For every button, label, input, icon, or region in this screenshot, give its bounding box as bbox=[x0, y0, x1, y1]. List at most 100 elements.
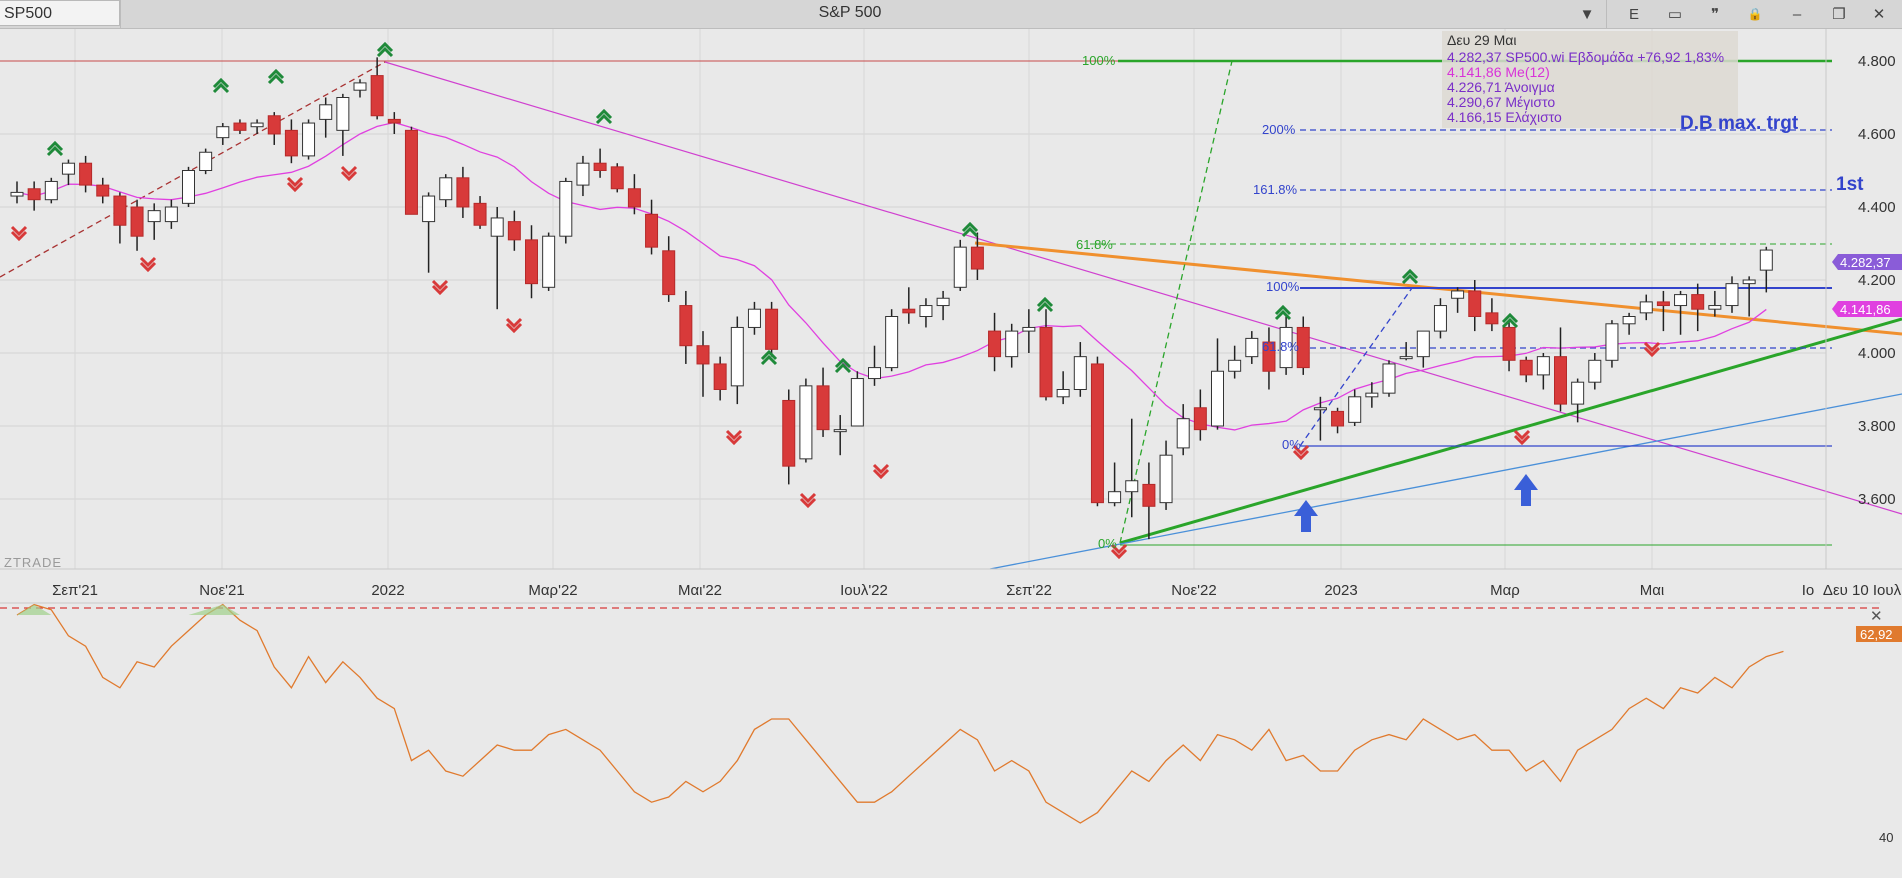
time-tick-label: Ιουλ'22 bbox=[840, 582, 888, 599]
fib-618-label: 61.8% bbox=[1262, 339, 1299, 354]
rsi-value: 62,92 bbox=[1860, 627, 1893, 642]
candle-body bbox=[250, 122, 264, 128]
quote-button[interactable]: ❞ bbox=[1698, 0, 1732, 28]
time-tick-label: Μαι bbox=[1640, 582, 1665, 599]
price-axis[interactable]: 4.800 4.600 4.400 4.200 4.000 3.800 3.600 bbox=[1825, 29, 1896, 569]
buy-signal-icon bbox=[376, 41, 394, 58]
candle-body bbox=[576, 162, 590, 186]
candle-body bbox=[473, 202, 487, 226]
candle-body bbox=[747, 308, 761, 328]
time-tick-label: Σεπ'22 bbox=[1006, 582, 1052, 599]
candle-body bbox=[988, 330, 1002, 358]
lock-icon: 🔒 bbox=[1747, 7, 1763, 21]
rsi-pane[interactable] bbox=[0, 603, 1880, 824]
price-tick-label: 4.600 bbox=[1858, 126, 1896, 143]
candle-body bbox=[885, 316, 899, 369]
candle-body bbox=[216, 126, 230, 139]
candle-body bbox=[919, 305, 933, 317]
candle-body bbox=[182, 170, 195, 204]
fib-upper-100-label: 100% bbox=[1082, 53, 1116, 68]
blue-trendline[interactable] bbox=[989, 393, 1902, 570]
info-high: 4.290,67 Μέγιστο bbox=[1447, 94, 1555, 110]
candle-body bbox=[1313, 407, 1327, 411]
candle-body bbox=[79, 162, 93, 186]
price-chart[interactable]: Δευ 29 Μαι 4.282,37 SP500.wi Εβδομάδα +7… bbox=[0, 29, 1902, 878]
candle-body bbox=[765, 308, 779, 350]
sell-signal-icon bbox=[872, 463, 890, 480]
price-tick-label: 4.800 bbox=[1858, 53, 1896, 70]
candle-body bbox=[1725, 283, 1739, 307]
fib-upper-swing-line[interactable] bbox=[1119, 60, 1233, 544]
candle-body bbox=[953, 246, 967, 288]
green-trendline[interactable] bbox=[1119, 317, 1902, 545]
candle-body bbox=[868, 367, 881, 380]
lock-button[interactable]: 🔒 bbox=[1738, 0, 1772, 28]
minimize-button[interactable]: – bbox=[1780, 0, 1814, 28]
candlestick-series bbox=[10, 57, 1773, 540]
candle-body bbox=[61, 162, 75, 175]
dropdown-button[interactable]: ▼ bbox=[1570, 0, 1604, 28]
candle-body bbox=[850, 378, 864, 427]
candle-body bbox=[1022, 326, 1036, 332]
symbol-input[interactable]: SP500 bbox=[0, 0, 120, 26]
candle-body bbox=[1399, 356, 1413, 360]
fib-upper-0-label: 0% bbox=[1098, 536, 1117, 551]
candle-body bbox=[1193, 407, 1207, 431]
exchange-button[interactable]: E bbox=[1617, 0, 1651, 28]
buy-signal-icon bbox=[212, 77, 230, 94]
fib-1618-label: 161.8% bbox=[1253, 182, 1298, 197]
candle-body bbox=[96, 184, 110, 197]
price-tick-label: 4.000 bbox=[1858, 345, 1896, 362]
candle-body bbox=[147, 210, 161, 223]
rsi-line bbox=[16, 603, 1784, 824]
restore-icon: ❐ bbox=[1832, 6, 1846, 23]
candle-body bbox=[302, 122, 316, 157]
fib-0-label: 0% bbox=[1282, 437, 1301, 452]
candle-body bbox=[1073, 356, 1087, 390]
time-tick-label: Μαι'22 bbox=[678, 582, 722, 599]
sell-signal-icon bbox=[725, 429, 743, 446]
candle-body bbox=[1416, 330, 1430, 358]
restore-button[interactable]: ❐ bbox=[1822, 0, 1856, 28]
time-tick-label: Δευ 10 Ιουλ bbox=[1823, 582, 1902, 599]
buy-signal-icon bbox=[595, 108, 613, 125]
sell-signal-icon bbox=[431, 279, 449, 296]
buy-signal-icon bbox=[46, 140, 64, 157]
candle-body bbox=[113, 195, 127, 226]
quote-icon: ❞ bbox=[1710, 6, 1720, 23]
close-button[interactable]: ✕ bbox=[1862, 0, 1896, 28]
sell-signal-icon bbox=[1292, 444, 1310, 461]
up-arrow-icon bbox=[1514, 474, 1538, 506]
magenta-downtrend-line[interactable] bbox=[384, 61, 1902, 515]
letter-e-icon: E bbox=[1628, 5, 1639, 23]
ma-price-badge: 4.141,86 bbox=[1832, 301, 1902, 317]
candle-body bbox=[1211, 370, 1224, 427]
candle-body bbox=[490, 217, 504, 237]
dashed-uptrend-line[interactable] bbox=[0, 61, 386, 278]
candle-body bbox=[1588, 359, 1602, 383]
sell-signal-icon bbox=[1513, 429, 1531, 446]
rsi-value-badge: 62,92 bbox=[1856, 626, 1902, 642]
info-open: 4.226,71 Άνοιγμα bbox=[1447, 79, 1555, 95]
close-pane-icon[interactable]: ✕ bbox=[1870, 608, 1883, 625]
panel-icon: ▭ bbox=[1667, 6, 1683, 23]
candle-body bbox=[730, 326, 744, 387]
candle-body bbox=[1296, 326, 1310, 369]
candle-body bbox=[353, 82, 367, 91]
price-tick-label: 4.200 bbox=[1858, 272, 1896, 289]
price-tick-label: 3.600 bbox=[1858, 491, 1896, 508]
layout-button[interactable]: ▭ bbox=[1658, 0, 1692, 28]
candle-body bbox=[833, 429, 847, 433]
fib-100-label: 100% bbox=[1266, 279, 1300, 294]
candle-body bbox=[130, 206, 144, 237]
candle-body bbox=[1108, 491, 1122, 504]
sell-signal-icon bbox=[799, 492, 817, 509]
fib-swing-line[interactable] bbox=[1299, 287, 1413, 447]
chevron-down-icon: ▼ bbox=[1579, 5, 1595, 23]
candle-body bbox=[1536, 356, 1550, 376]
time-axis[interactable]: Σεπ'21 Νοε'21 2022 Μαρ'22 Μαι'22 Ιουλ'22 Σεπ'2… bbox=[52, 582, 1901, 599]
info-panel-bg bbox=[1442, 31, 1738, 128]
candle-body bbox=[1228, 359, 1242, 372]
buy-signal-icon bbox=[1401, 268, 1419, 285]
toolbar-divider bbox=[1606, 0, 1607, 28]
